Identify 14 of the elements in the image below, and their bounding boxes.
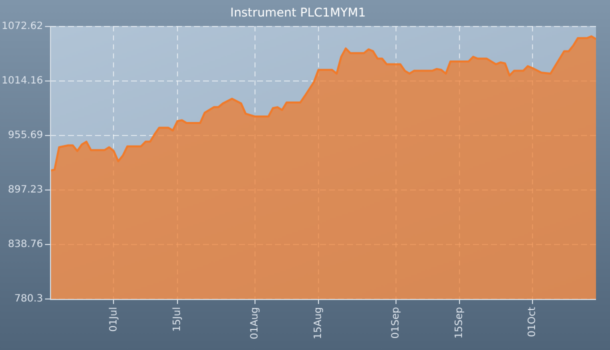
x-tick-label: 01Oct — [526, 306, 538, 338]
x-tick-label: 15Sep — [454, 307, 466, 339]
y-tick-label: 897.23 — [8, 184, 43, 196]
y-tick-label: 1072.62 — [2, 20, 43, 32]
y-tick-label: 1014.16 — [2, 76, 43, 87]
y-tick-label: 838.76 — [8, 239, 43, 250]
x-tick-label: 01Jul — [108, 307, 120, 332]
y-tick-label: 780.3 — [14, 294, 43, 305]
x-tick-label: 15Aug — [313, 307, 324, 340]
x-tick-label: 01Aug — [249, 307, 260, 340]
chart-title: Instrument PLC1MYM1 — [230, 5, 366, 20]
x-tick-label: 15Jul — [172, 307, 183, 332]
y-tick-label: 955.69 — [8, 130, 43, 142]
x-tick-label: 01Sep — [390, 307, 402, 339]
